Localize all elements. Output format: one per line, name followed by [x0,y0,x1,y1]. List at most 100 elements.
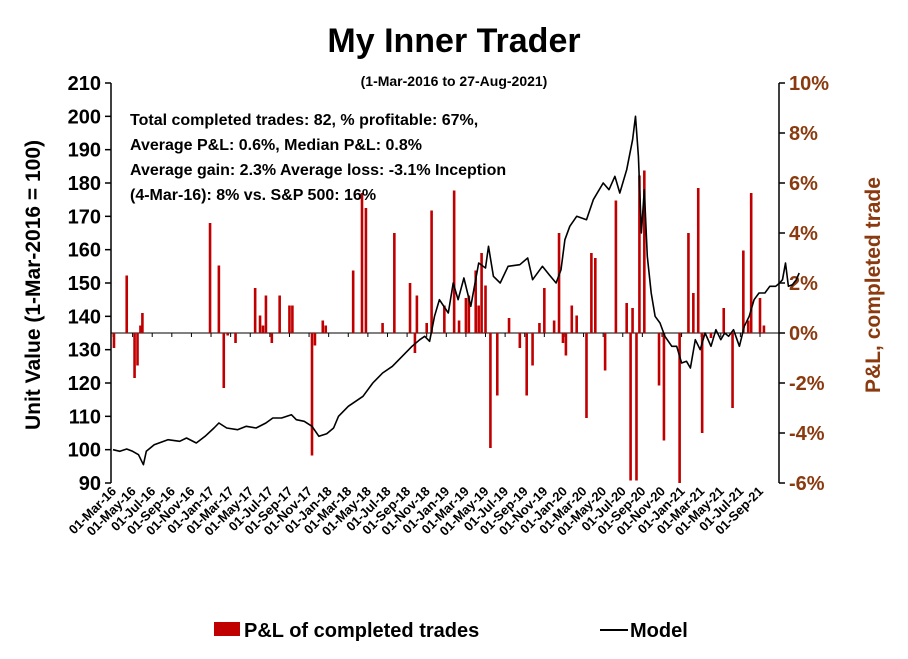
pnl-bar [430,210,433,333]
pnl-bar [709,333,713,338]
pnl-bar [507,318,511,333]
annotation-line-1: Total completed trades: 82, % profitable… [130,112,478,129]
pnl-bar [594,258,597,333]
right-tick-label: -4% [789,423,825,445]
pnl-bar [625,303,628,333]
right-tick-label: 8% [789,123,818,145]
right-tick-label: -2% [789,373,825,395]
pnl-bar [638,175,641,333]
left-tick-label: 200 [68,106,101,128]
model-line [112,115,800,466]
pnl-bar [585,333,588,418]
pnl-bar [543,288,546,333]
pnl-bar [700,333,704,433]
pnl-bar [139,325,142,333]
pnl-bar [261,325,265,333]
pnl-bar [635,333,638,481]
pnl-bar [464,298,468,333]
pnl-bar [258,315,262,333]
pnl-bar [662,333,666,441]
pnl-bar [762,325,766,333]
x-axis: 01-Mar-1601-May-1601-Jul-1601-Sep-1601-N… [66,332,779,539]
pnl-bar [264,295,268,333]
pnl-bar [758,298,762,333]
model-line-group [112,115,800,466]
pnl-bar [731,333,734,408]
pnl-bar [291,305,294,333]
pnl-bar [270,333,274,343]
pnl-bar [408,283,412,333]
pnl-bar [474,270,478,333]
left-tick-label: 170 [68,206,101,228]
pnl-bar [722,308,726,333]
pnl-bar [564,333,568,356]
left-tick-label: 120 [68,373,101,395]
pnl-bar [590,253,593,333]
pnl-bar [360,193,364,333]
pnl-bar [253,288,257,333]
pnl-bar [484,285,487,333]
pnl-bar [443,305,446,333]
pnl-bar [393,233,396,333]
pnl-bar [288,305,291,333]
pnl-bar [457,320,461,333]
left-tick-label: 110 [69,406,101,428]
pnl-bar [222,333,226,388]
pnl-bar [467,295,471,333]
left-tick-label: 140 [68,306,101,328]
right-axis-ticks: 10%8%6%4%2%0%-2%-4%-6% [779,73,829,495]
left-tick-label: 190 [68,140,101,162]
pnl-bar [313,333,317,346]
left-tick-label: 90 [79,473,101,495]
left-tick-label: 160 [68,240,101,262]
right-tick-label: 10% [789,73,829,95]
pnl-bar [643,170,646,333]
right-tick-label: 0% [789,323,818,345]
pnl-bar [381,323,384,333]
pnl-bar [324,325,328,333]
left-tick-label: 150 [68,273,101,295]
pnl-bar [495,333,499,396]
chart-title: My Inner Trader [327,22,580,60]
pnl-bar [310,333,314,456]
pnl-bar [226,333,229,336]
pnl-bar [133,333,136,378]
pnl-bar [525,333,528,396]
left-axis-ticks: 210 200 190 180 170 160 150 140 130 120 110 100 90 [68,73,111,495]
pnl-bar [561,333,565,343]
pnl-bar [234,333,237,343]
pnl-bar [746,320,750,333]
pnl-bar [631,308,634,333]
annotation-line-3: Average gain: 2.3% Average loss: -3.1% I… [130,162,506,179]
annotation-line-4: (4-Mar-16): 8% vs. S&P 500: 16% [130,187,376,204]
pnl-bar [552,320,556,333]
pnl-bar [531,333,534,366]
pnl-bar [538,323,541,333]
pnl-bar [208,223,212,333]
pnl-bar [749,193,753,333]
pnl-bar [217,265,221,333]
stats-annotation: Total completed trades: 82, % profitable… [130,112,506,204]
pnl-bar [425,323,428,333]
pnl-bar [557,233,561,333]
left-tick-label: 210 [68,73,101,95]
left-tick-label: 130 [68,340,101,362]
right-axis-label: P&L, completed trade [862,177,885,393]
pnl-bar [692,293,695,333]
pnl-bars [112,170,766,483]
left-tick-label: 100 [68,440,101,462]
pnl-bar [678,333,681,483]
pnl-bar [696,188,700,333]
pnl-bar [477,305,480,333]
right-tick-label: -6% [789,473,825,495]
pnl-bar [112,333,116,348]
pnl-bar [141,313,144,333]
legend: P&L of completed trades Model [214,620,688,642]
left-tick-label: 180 [68,173,101,195]
pnl-bar [125,275,129,333]
chart-subtitle: (1-Mar-2016 to 27-Aug-2021) [361,73,548,89]
pnl-bar [575,315,578,333]
pnl-bar [321,320,325,333]
pnl-bar [452,190,456,333]
